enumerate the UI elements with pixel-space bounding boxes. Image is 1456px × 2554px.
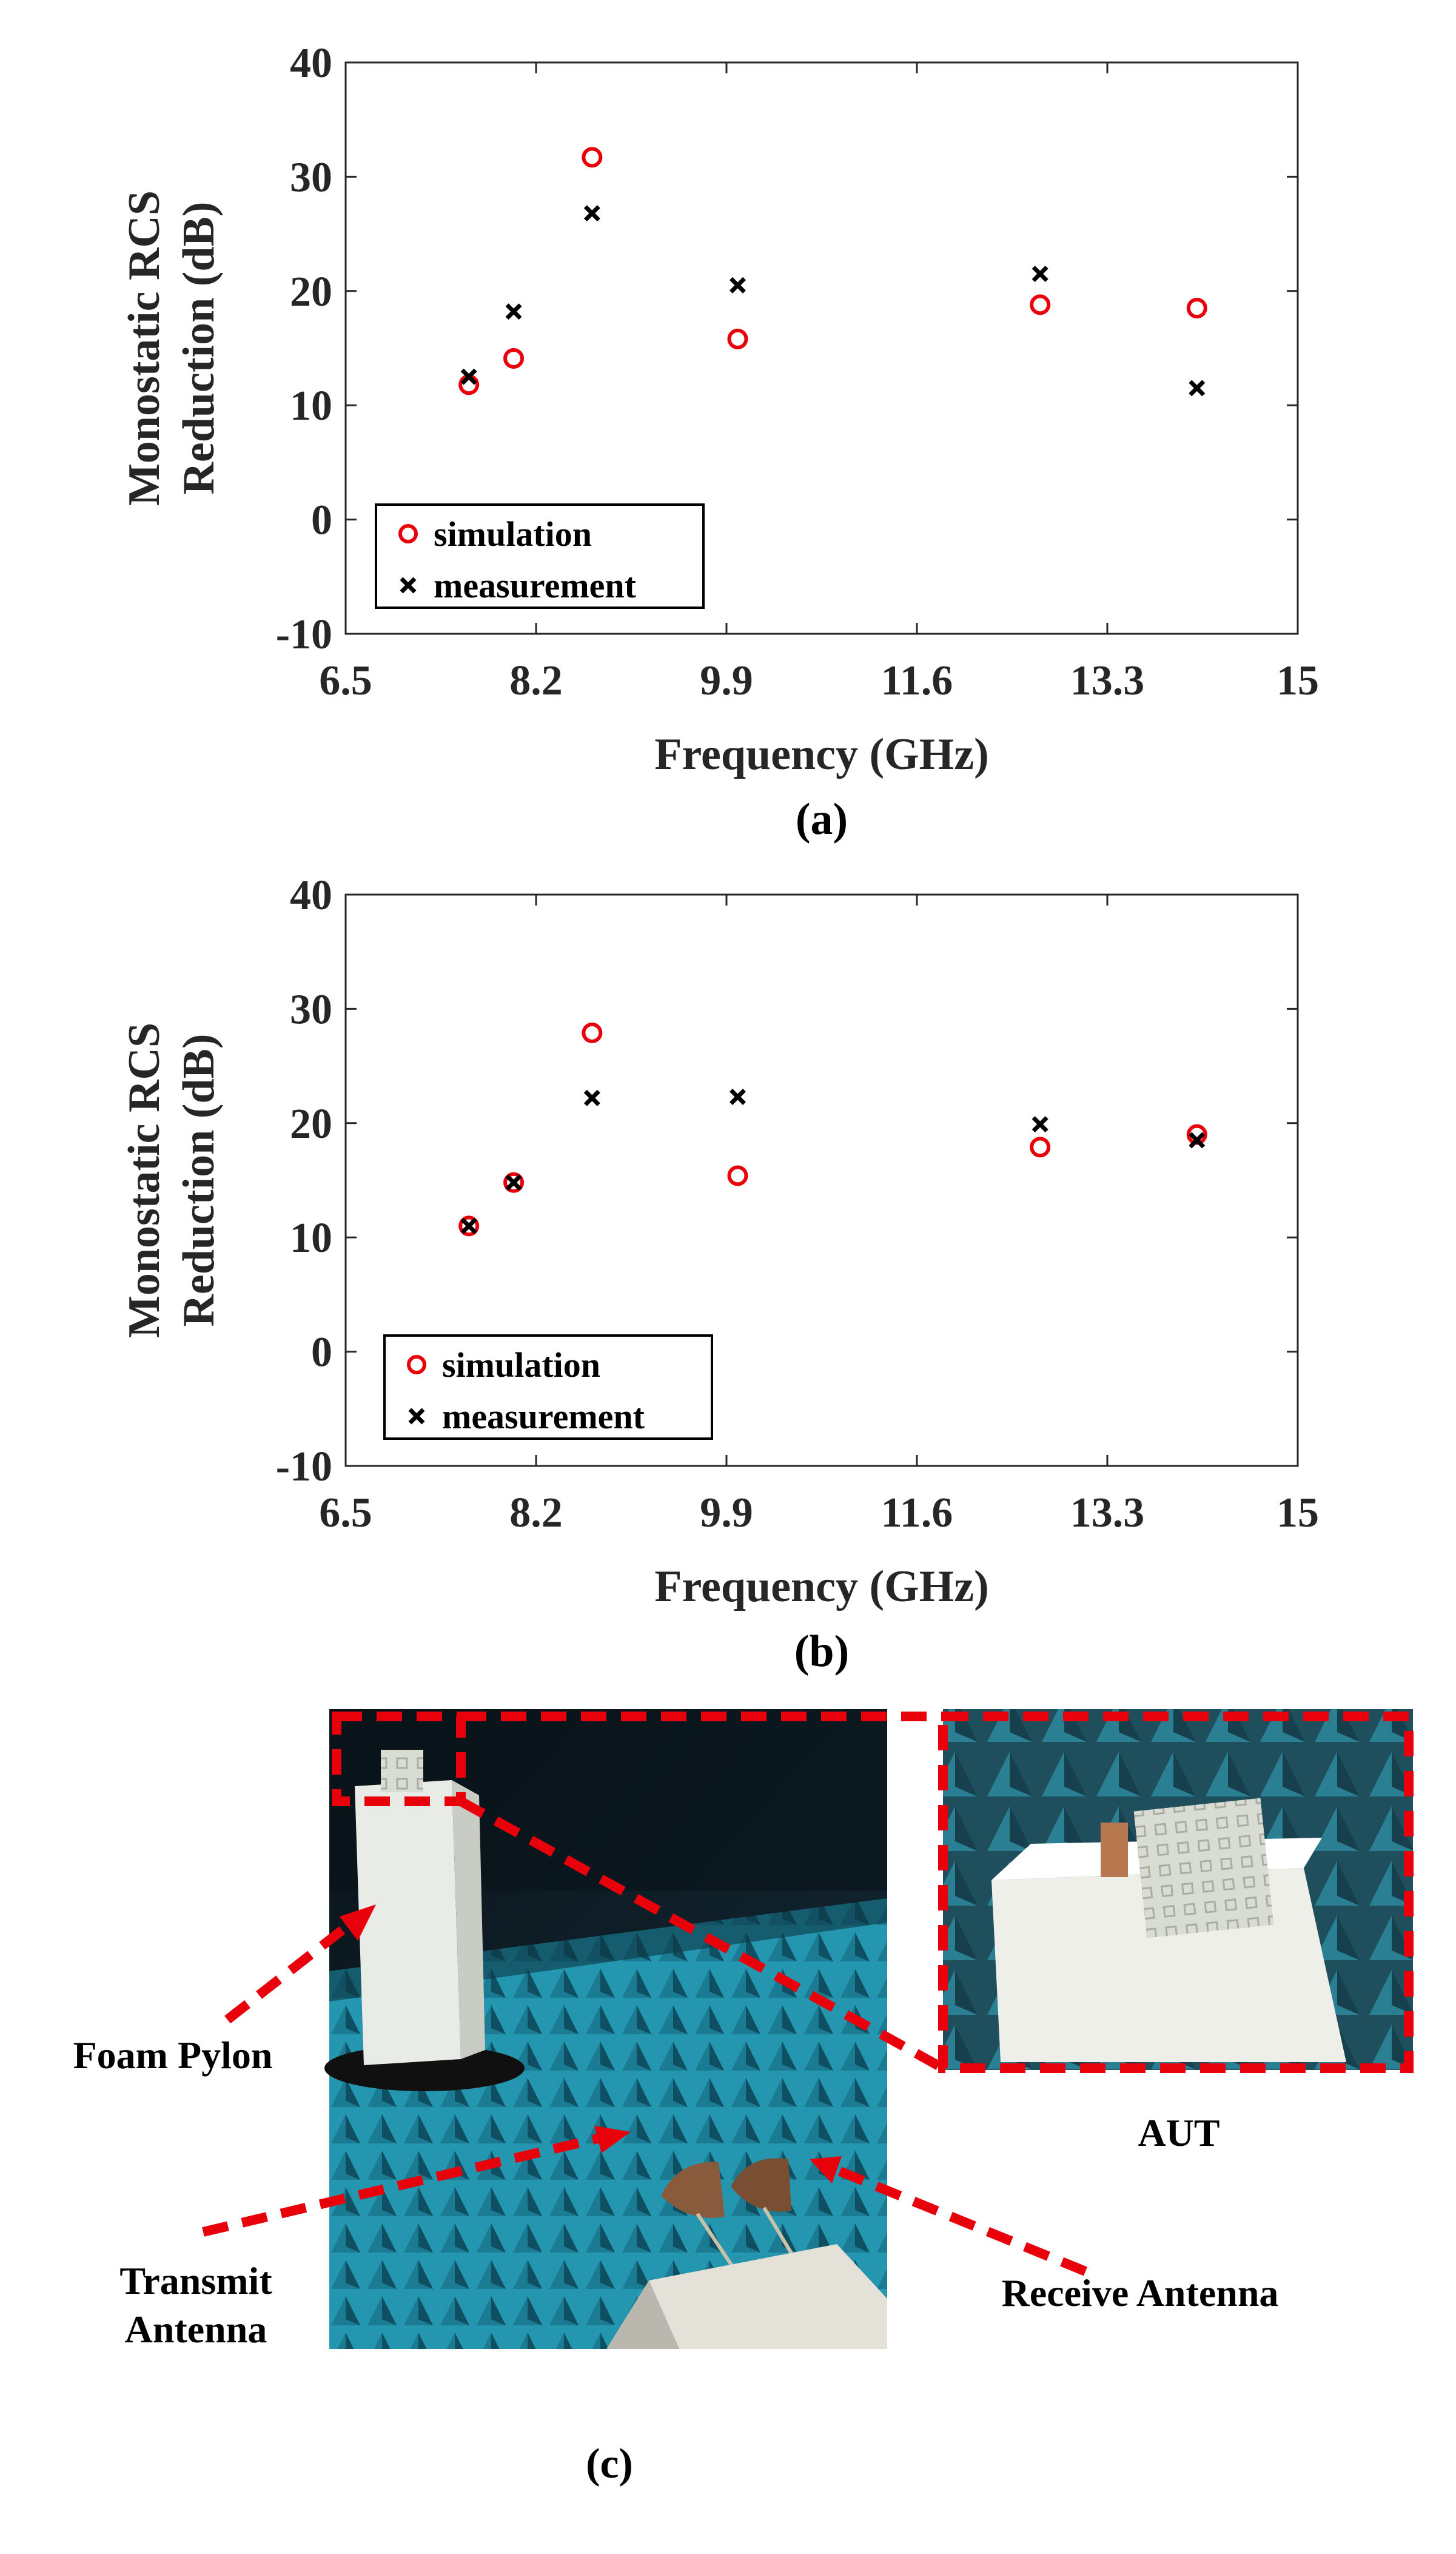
y-ticks-b: -10 0 10 20 30 40 xyxy=(276,872,1298,1490)
foam-pylon-label: Foam Pylon xyxy=(73,2034,273,2077)
y-tick-label: -10 xyxy=(276,611,332,658)
legend-measurement-label-a: measurement xyxy=(434,566,637,605)
aut-in-photo xyxy=(381,1750,423,1792)
aut-label: AUT xyxy=(1138,2111,1219,2154)
simulation-point xyxy=(1030,1137,1051,1158)
y-tick-label: 40 xyxy=(290,40,332,87)
measurement-point xyxy=(583,1089,600,1106)
x-tick-label: 15 xyxy=(1277,1490,1319,1536)
measurement-point xyxy=(1032,1116,1048,1133)
data-marks-b xyxy=(458,1022,1207,1237)
measurement-point xyxy=(505,1174,522,1191)
simulation-point xyxy=(727,1165,748,1186)
receive-antenna-label: Receive Antenna xyxy=(1002,2271,1279,2314)
x-tick-label: 11.6 xyxy=(881,657,953,704)
simulation-point xyxy=(503,348,525,369)
legend-simulation-marker-b xyxy=(407,1355,426,1374)
measurement-point xyxy=(1032,266,1048,283)
measurement-point xyxy=(729,1088,746,1105)
y-axis-label-line1-a: Monostatic RCS xyxy=(119,190,169,506)
legend-box-b xyxy=(383,1334,713,1440)
foam-pylon-arrow xyxy=(224,1918,355,2024)
transmit-antenna-label-line1: Transmit xyxy=(119,2259,272,2302)
legend-simulation-label-b: simulation xyxy=(442,1345,600,1385)
legend-measurement-label-b: measurement xyxy=(442,1397,645,1436)
simulation-point xyxy=(582,147,603,168)
measurement-point xyxy=(505,303,522,320)
y-tick-label: 20 xyxy=(290,1101,332,1148)
transmit-antenna-label-line2: Antenna xyxy=(125,2308,267,2351)
legend-measurement-marker-b xyxy=(408,1408,425,1425)
x-tick-label: 9.9 xyxy=(700,657,753,704)
x-tick-label: 11.6 xyxy=(881,1490,953,1536)
y-tick-label: 30 xyxy=(290,154,332,201)
simulation-point xyxy=(1030,294,1051,315)
y-tick-label: 30 xyxy=(290,986,332,1033)
legend-simulation-marker-a xyxy=(398,524,418,543)
arrow-heads xyxy=(340,1904,842,2183)
simulation-point xyxy=(727,328,748,349)
simulation-point xyxy=(458,1215,480,1237)
measurement-point xyxy=(1189,380,1206,397)
callout-arrows xyxy=(202,1918,1088,2276)
y-tick-label: 10 xyxy=(290,1215,332,1262)
x-axis-label-b: Frequency (GHz) xyxy=(654,1562,988,1611)
y-axis-label-line2-a: Reduction (dB) xyxy=(174,201,224,494)
y-tick-label: 10 xyxy=(290,383,332,429)
y-tick-label: 0 xyxy=(311,1329,332,1376)
x-ticks-b: 6.5 8.2 9.9 11.6 13.3 15 xyxy=(319,895,1319,1536)
chart-panel-a: -10 0 10 20 30 40 6.5 8.2 9.9 11.6 13.3 15 Monosta… xyxy=(119,40,1319,844)
measurement-point xyxy=(583,205,600,222)
chart-panel-b: -10 0 10 20 30 40 6.5 8.2 9.9 11.6 13.3 15 Monosta… xyxy=(119,872,1319,1676)
x-tick-label: 8.2 xyxy=(509,657,563,704)
legend-box-a xyxy=(375,503,705,609)
x-tick-label: 8.2 xyxy=(509,1490,563,1536)
x-tick-label: 13.3 xyxy=(1070,1490,1145,1536)
y-tick-label: 20 xyxy=(290,269,332,315)
zoom-callout xyxy=(332,1712,1414,2073)
x-tick-label: 15 xyxy=(1277,657,1319,704)
y-axis-label-line1-b: Monostatic RCS xyxy=(119,1023,169,1338)
simulation-point xyxy=(582,1022,603,1043)
simulation-point xyxy=(1186,298,1207,319)
measurement-point xyxy=(1189,1132,1206,1149)
legend-measurement-marker-a xyxy=(400,577,417,594)
transmit-antenna-arrow xyxy=(202,2133,602,2237)
x-axis-label-a: Frequency (GHz) xyxy=(654,730,988,779)
y-tick-label: 0 xyxy=(311,497,332,544)
measurement-point xyxy=(460,1217,477,1234)
y-tick-label: -10 xyxy=(276,1443,332,1490)
x-tick-label: 6.5 xyxy=(319,657,372,704)
x-tick-label: 13.3 xyxy=(1070,657,1145,704)
simulation-point xyxy=(503,1172,525,1193)
antenna-pair xyxy=(606,2158,887,2349)
chamber-photo xyxy=(324,1709,887,2349)
data-marks-a xyxy=(458,147,1207,397)
measurement-point xyxy=(460,368,477,385)
y-tick-label: 40 xyxy=(290,872,332,919)
legend-a: simulation measurement xyxy=(375,503,705,609)
x-ticks-a: 6.5 8.2 9.9 11.6 13.3 15 xyxy=(319,62,1319,704)
x-tick-label: 6.5 xyxy=(319,1490,372,1536)
legend-b: simulation measurement xyxy=(383,1334,713,1440)
y-ticks-a: -10 0 10 20 30 40 xyxy=(276,40,1298,658)
panel-label-c: (c) xyxy=(586,2441,633,2487)
x-tick-label: 9.9 xyxy=(700,1490,753,1536)
measurement-point xyxy=(729,277,746,294)
y-axis-label-line2-b: Reduction (dB) xyxy=(174,1033,224,1326)
panel-label-a: (a) xyxy=(796,795,848,844)
aut-inset-photo xyxy=(943,1709,1413,2070)
transmit-antenna-arrowhead xyxy=(594,2126,631,2153)
panel-label-b: (b) xyxy=(794,1627,849,1676)
receive-antenna-arrowhead xyxy=(810,2156,842,2183)
receive-antenna-arrow xyxy=(837,2166,1088,2276)
foam-pylon-arrowhead xyxy=(340,1904,376,1941)
legend-simulation-label-a: simulation xyxy=(434,514,592,554)
measurement-setup-photo: Foam Pylon AUT Receive Antenna Transmit … xyxy=(73,1709,1414,2487)
foam-pylon xyxy=(324,1750,525,2091)
